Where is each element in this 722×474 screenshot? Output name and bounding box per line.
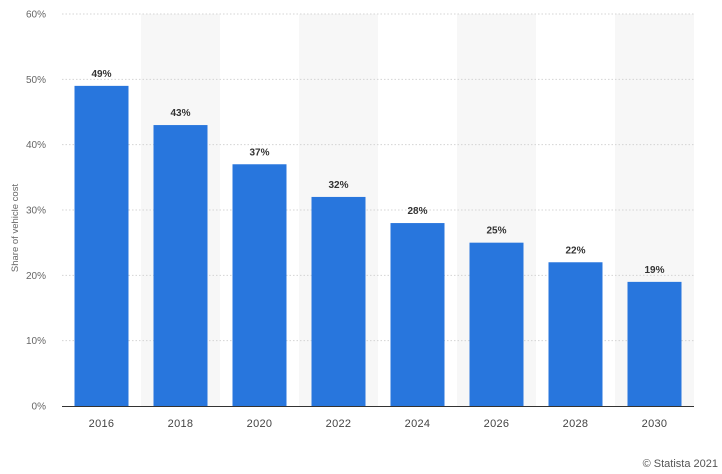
- data-label: 43%: [170, 108, 190, 119]
- bar: [390, 223, 445, 406]
- bar: [311, 196, 366, 406]
- data-label: 37%: [249, 147, 269, 158]
- data-labels: 49% 43% 37% 32% 28% 25% 22% 19%: [91, 69, 664, 276]
- bar: [74, 85, 129, 406]
- y-tick-label: 40%: [26, 140, 46, 151]
- y-axis-ticks: 0% 10% 20% 30% 40% 50% 60%: [26, 10, 46, 413]
- x-tick-label: 2028: [563, 418, 589, 430]
- data-label: 22%: [565, 245, 585, 256]
- x-tick-label: 2026: [484, 418, 510, 430]
- y-axis-label: Share of vehicle cost: [10, 184, 21, 273]
- bar: [548, 262, 603, 406]
- y-tick-label: 30%: [26, 206, 46, 217]
- y-tick-label: 60%: [26, 10, 46, 21]
- data-label: 28%: [407, 206, 427, 217]
- y-tick-label: 20%: [26, 271, 46, 282]
- x-tick-label: 2024: [405, 418, 431, 430]
- y-tick-label: 0%: [32, 402, 47, 413]
- x-axis-ticks: 2016 2018 2020 2022 2024 2026 2028 2030: [89, 418, 668, 430]
- x-tick-label: 2022: [326, 418, 352, 430]
- y-tick-label: 50%: [26, 75, 46, 86]
- bar: [153, 125, 208, 407]
- bars: [74, 85, 682, 407]
- x-tick-label: 2016: [89, 418, 115, 430]
- x-tick-label: 2018: [168, 418, 194, 430]
- data-label: 49%: [91, 69, 111, 80]
- x-tick-label: 2020: [247, 418, 273, 430]
- bar: [232, 164, 287, 406]
- x-tick-label: 2030: [642, 418, 668, 430]
- y-tick-label: 10%: [26, 336, 46, 347]
- data-label: 25%: [486, 226, 506, 237]
- data-label: 32%: [328, 180, 348, 191]
- bar: [627, 281, 682, 406]
- bar: [469, 242, 524, 406]
- data-label: 19%: [644, 265, 664, 276]
- statista-credit: © Statista 2021: [642, 458, 718, 470]
